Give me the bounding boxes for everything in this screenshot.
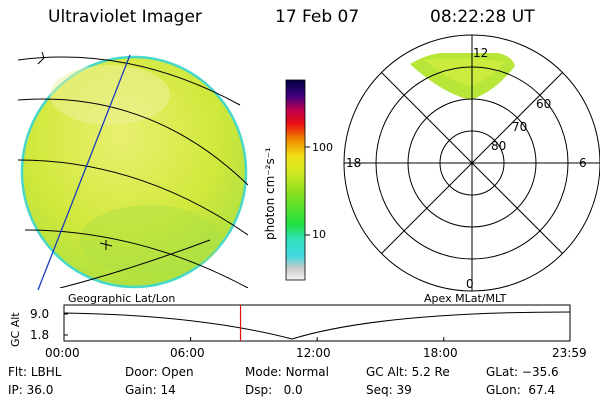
altitude-xtick: 23:59	[552, 346, 587, 360]
glat-status: GLat: −35.6	[486, 366, 559, 378]
colorbar-ticks	[305, 146, 310, 236]
altitude-curve	[63, 311, 571, 340]
mode-value: Normal	[285, 365, 329, 379]
glon-value: 67.4	[528, 383, 556, 397]
altitude-xtick: 18:00	[423, 346, 458, 360]
geographic-grid	[18, 52, 248, 288]
subsatellite-marker	[99, 240, 113, 250]
altitude-xtick: 12:00	[296, 346, 331, 360]
mlat-label-60: 60	[536, 97, 552, 111]
time-label: 08:22:28 UT	[430, 7, 535, 27]
altitude-xtick: 00:00	[45, 346, 80, 360]
date-label: 17 Feb 07	[275, 7, 360, 27]
dsp-label: Dsp:	[245, 383, 273, 397]
colorbar	[285, 79, 306, 281]
glon-label: GLon:	[486, 383, 521, 397]
door-value: Open	[161, 365, 194, 379]
filter-label: Flt:	[8, 365, 27, 379]
mlt-label-0: 0	[466, 277, 474, 291]
altitude-xtick: 06:00	[170, 346, 205, 360]
polar-plot	[343, 34, 600, 292]
altitude-ytick: 1.8	[30, 328, 50, 342]
gc-alt-value: 5.2 Re	[411, 365, 450, 379]
mlat-label-80: 80	[491, 139, 507, 153]
colorbar-tick-label: 100	[312, 141, 333, 154]
gain-label: Gain:	[125, 383, 157, 397]
ip-label: IP:	[8, 383, 23, 397]
colorbar-tick-label: 10	[312, 228, 326, 241]
mlt-label-18: 18	[346, 156, 362, 170]
mlt-label-6: 6	[579, 156, 587, 170]
filter-status: Flt: LBHL	[8, 366, 61, 378]
gain-status: Gain: 14	[125, 384, 176, 396]
filter-value: LBHL	[30, 365, 62, 379]
gain-value: 14	[160, 383, 176, 397]
altitude-ytick: 9.0	[30, 307, 50, 321]
seq-value: 39	[396, 383, 412, 397]
dsp-status: Dsp: 0.0	[245, 384, 303, 396]
meridian-line	[37, 54, 131, 291]
app-title: Ultraviolet Imager	[48, 7, 202, 27]
door-status: Door: Open	[125, 366, 194, 378]
dsp-value: 0.0	[283, 383, 303, 397]
glon-status: GLon: 67.4	[486, 384, 555, 396]
door-label: Door:	[125, 365, 158, 379]
gc-alt-status: GC Alt: 5.2 Re	[366, 366, 450, 378]
ip-value: 36.0	[26, 383, 54, 397]
mlt-label-12: 12	[473, 46, 489, 60]
earth-disk-image	[20, 55, 248, 289]
seq-label: Seq:	[366, 383, 393, 397]
left-panel-label: Geographic Lat/Lon	[68, 292, 176, 305]
glat-label: GLat:	[486, 365, 519, 379]
gc-alt-label: GC Alt:	[366, 365, 408, 379]
mlat-label-70: 70	[512, 120, 528, 134]
mode-label: Mode:	[245, 365, 282, 379]
altitude-ylabel: GC Alt	[9, 312, 22, 347]
altitude-plot	[63, 304, 571, 342]
mode-status: Mode: Normal	[245, 366, 329, 378]
ip-status: IP: 36.0	[8, 384, 53, 396]
seq-status: Seq: 39	[366, 384, 412, 396]
colorbar-unit-label: photon cm⁻²s⁻¹	[263, 147, 277, 240]
glat-value: −35.6	[521, 365, 559, 379]
right-panel-label: Apex MLat/MLT	[424, 292, 507, 305]
